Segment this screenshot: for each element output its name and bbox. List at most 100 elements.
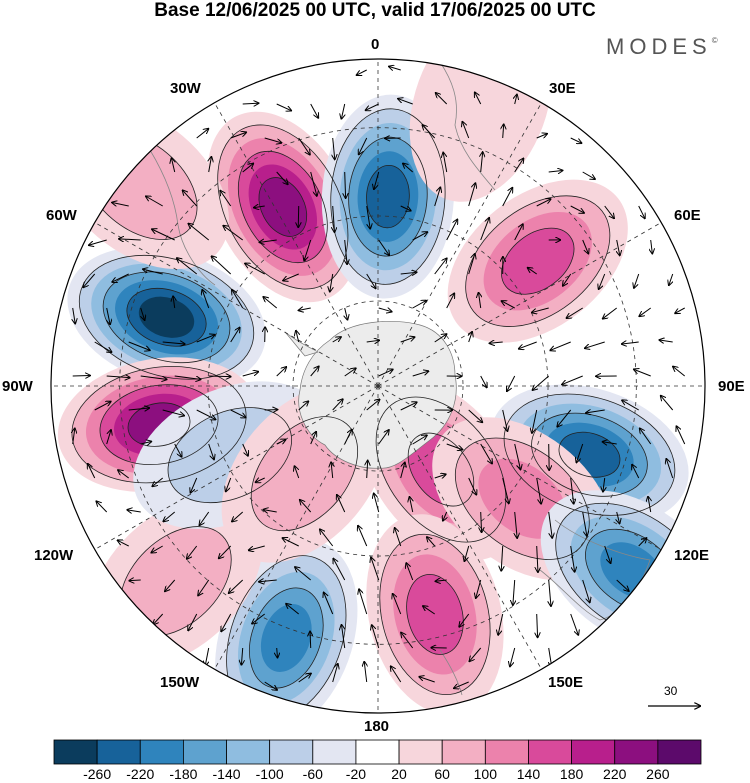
lon-label-0: 0 bbox=[371, 36, 380, 53]
wind-vector bbox=[586, 410, 605, 413]
wind-vector bbox=[242, 372, 258, 377]
wind-vector bbox=[562, 375, 583, 384]
wind-vector bbox=[153, 613, 164, 624]
wind-vector bbox=[286, 604, 300, 615]
wind-vector bbox=[89, 239, 107, 245]
wind-vector bbox=[536, 199, 551, 207]
wind-vector bbox=[603, 442, 617, 444]
wind-vector bbox=[259, 580, 277, 582]
wind-vector bbox=[83, 273, 96, 287]
wind-vector bbox=[337, 495, 346, 513]
wind-vector bbox=[548, 511, 552, 538]
wind-vector bbox=[459, 613, 470, 627]
wind-vector bbox=[617, 239, 620, 255]
wind-vector bbox=[632, 465, 640, 479]
wind-vector bbox=[151, 545, 163, 553]
wind-vector bbox=[118, 470, 130, 479]
lon-label-150e: 150E bbox=[548, 674, 584, 691]
colorbar-tick-label: 100 bbox=[473, 766, 498, 782]
wind-vector bbox=[498, 613, 504, 635]
wind-vector bbox=[320, 529, 334, 547]
lon-label-120w: 120W bbox=[34, 547, 74, 564]
wind-vector bbox=[434, 187, 441, 207]
wind-vector bbox=[276, 367, 286, 377]
wind-vector bbox=[533, 375, 550, 390]
wind-vector bbox=[639, 307, 651, 316]
anomaly-field bbox=[51, 59, 705, 713]
wind-vector bbox=[364, 662, 366, 683]
wind-vector bbox=[73, 429, 75, 445]
wind-vector bbox=[333, 137, 335, 159]
wind-vector bbox=[582, 511, 587, 536]
wind-vector bbox=[332, 337, 341, 343]
wind-vector bbox=[393, 594, 402, 615]
anomaly-band bbox=[260, 604, 312, 672]
contour-line bbox=[250, 416, 359, 532]
meridian-line bbox=[214, 102, 379, 387]
wind-vector bbox=[640, 428, 652, 445]
wind-vector bbox=[507, 375, 516, 391]
wind-vector bbox=[140, 442, 152, 444]
wind-vector bbox=[468, 477, 477, 495]
wind-vector bbox=[434, 334, 447, 343]
wind-vector bbox=[342, 625, 346, 649]
wind-vector bbox=[514, 443, 521, 469]
wind-vector bbox=[412, 301, 426, 309]
wind-vector bbox=[256, 478, 265, 482]
wind-vector bbox=[528, 268, 537, 275]
wind-vector bbox=[480, 443, 492, 463]
wind-vector bbox=[165, 579, 176, 591]
brand-mark: © bbox=[711, 36, 718, 45]
wind-vector bbox=[651, 239, 653, 253]
wind-vector bbox=[310, 171, 317, 196]
wind-vector bbox=[106, 376, 130, 378]
colorbar-tick-label: -60 bbox=[302, 766, 323, 782]
colorbar-tick-label: -20 bbox=[345, 766, 367, 782]
wind-vector bbox=[532, 409, 538, 433]
wind-vector bbox=[299, 308, 311, 310]
south-america-coast bbox=[149, 149, 216, 286]
wind-vector bbox=[277, 647, 278, 657]
wind-vector bbox=[333, 559, 346, 581]
map-title: Base 12/06/2025 00 UTC, valid 17/06/2025… bbox=[154, 0, 596, 21]
reference-vector-label: 30 bbox=[664, 684, 678, 698]
lon-label-120e: 120E bbox=[674, 547, 710, 564]
wind-vector bbox=[400, 337, 415, 343]
wind-vector bbox=[198, 579, 210, 595]
contour-line bbox=[258, 177, 308, 237]
wind-vector bbox=[359, 137, 368, 154]
wind-vector bbox=[188, 613, 198, 630]
wind-vector bbox=[162, 409, 184, 416]
wind-vector bbox=[230, 132, 246, 139]
wind-vector bbox=[332, 399, 343, 411]
wind-vector bbox=[434, 258, 447, 275]
wind-vector bbox=[171, 158, 174, 173]
wind-vector bbox=[372, 625, 380, 649]
wind-vector bbox=[276, 103, 291, 111]
wind-vector bbox=[324, 593, 334, 615]
wind-vector bbox=[604, 545, 611, 563]
wind-vector bbox=[300, 500, 312, 513]
colorbar-tick-label: -220 bbox=[126, 766, 155, 782]
meridian-line bbox=[377, 102, 542, 387]
wind-vector bbox=[94, 402, 111, 411]
wind-vector bbox=[112, 273, 129, 282]
wind-vector bbox=[141, 307, 145, 320]
wind-vector bbox=[295, 567, 312, 581]
brand-text: MODES bbox=[606, 34, 712, 59]
wind-vector bbox=[229, 579, 244, 593]
wind-vector bbox=[462, 122, 470, 139]
wind-vector bbox=[143, 269, 163, 275]
wind-vector bbox=[412, 371, 429, 377]
wind-vector bbox=[129, 580, 141, 581]
wind-vector bbox=[443, 153, 448, 173]
contour-line bbox=[226, 555, 347, 713]
contour-line bbox=[406, 574, 464, 655]
wind-vector bbox=[422, 125, 436, 139]
wind-vector bbox=[188, 224, 210, 241]
colorbar-tick-label: -180 bbox=[169, 766, 198, 782]
wind-vector bbox=[359, 589, 368, 615]
wind-vector bbox=[220, 191, 232, 207]
wind-vector bbox=[490, 342, 503, 343]
wind-vector bbox=[254, 206, 265, 208]
